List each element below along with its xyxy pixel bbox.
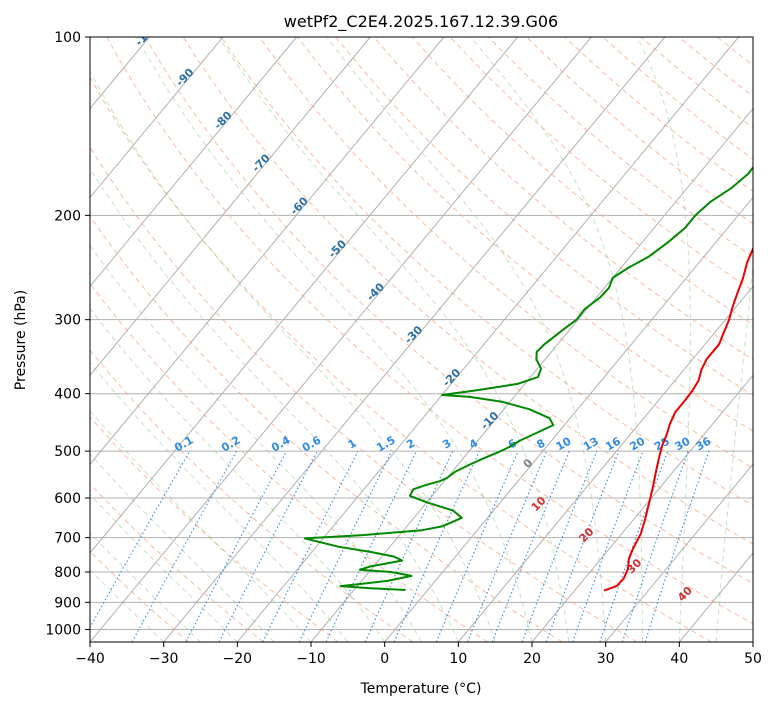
dry-adiabat bbox=[90, 282, 488, 642]
y-tick-label: 200 bbox=[54, 208, 81, 224]
isotherm-gridline bbox=[90, 37, 519, 554]
y-tick-label: 500 bbox=[54, 444, 81, 460]
temperature-profile-line bbox=[603, 246, 753, 592]
y-tick-label: 900 bbox=[54, 595, 81, 611]
axes-layer: −40 −30 −20 −10 0 10 20 30 40 50 100 200 300 400 500 60… bbox=[45, 30, 762, 667]
series-layer bbox=[303, 165, 753, 592]
dry-adiabat bbox=[90, 550, 190, 642]
dry-adiabat bbox=[220, 37, 753, 507]
isotherm-gridline bbox=[0, 37, 76, 642]
x-tick-label: −40 bbox=[75, 651, 105, 667]
y-axis-title: Pressure (hPa) bbox=[13, 290, 29, 390]
dewpoint-profile-line bbox=[303, 165, 753, 591]
y-tick-label: 1000 bbox=[45, 622, 81, 638]
y-tick-label: 400 bbox=[54, 387, 81, 403]
mixing-ratio-line bbox=[185, 450, 288, 642]
y-tick-label: 600 bbox=[54, 491, 81, 507]
isotherm-gridline bbox=[752, 641, 753, 642]
dry-adiabat bbox=[90, 146, 638, 642]
mixing-ratio-line bbox=[131, 450, 238, 642]
mixing-ratio-line bbox=[644, 450, 710, 642]
chart-title: wetPf2_C2E4.2025.167.12.39.G06 bbox=[284, 12, 558, 32]
x-tick-label: 30 bbox=[597, 651, 615, 667]
dry-adiabat bbox=[144, 37, 753, 585]
mixing-ratio-line bbox=[393, 450, 480, 642]
dry-adiabat bbox=[756, 37, 775, 642]
y-tick-label: 100 bbox=[54, 30, 81, 46]
dry-adiabat bbox=[297, 37, 753, 432]
isotherm-gridline bbox=[90, 37, 592, 642]
isotherm-gridline bbox=[0, 37, 2, 642]
mixing-ratio-line bbox=[466, 450, 548, 642]
mixing-ratio-line bbox=[435, 450, 519, 642]
x-tick-label: −20 bbox=[223, 651, 253, 667]
isotherm-gridline bbox=[90, 37, 224, 199]
dry-adiabat-label: -100 bbox=[132, 20, 161, 49]
isotherm-gridline bbox=[90, 37, 298, 288]
mixing-ratio-line bbox=[621, 450, 689, 642]
moist-adiabat bbox=[326, 37, 607, 642]
y-tick-label: 300 bbox=[54, 313, 81, 329]
mixing-ratio-line bbox=[545, 450, 620, 642]
plot-area bbox=[90, 37, 753, 642]
isotherm-gridline bbox=[163, 37, 666, 642]
isotherm-gridline bbox=[236, 37, 740, 642]
moist-adiabat bbox=[136, 37, 533, 642]
x-tick-label: 0 bbox=[380, 651, 389, 667]
moist-adiabat bbox=[218, 37, 570, 642]
dry-adiabat bbox=[411, 37, 753, 326]
isotherm-gridline bbox=[90, 37, 445, 465]
y-tick-label: 700 bbox=[54, 531, 81, 547]
dry-adiabat bbox=[90, 483, 264, 642]
mixing-ratio-line bbox=[491, 450, 570, 642]
x-tick-label: −30 bbox=[149, 651, 179, 667]
x-tick-label: 10 bbox=[449, 651, 467, 667]
dry-adiabat bbox=[335, 37, 753, 396]
x-tick-label: 20 bbox=[523, 651, 541, 667]
moist-adiabat bbox=[90, 167, 459, 642]
moist-adiabat bbox=[90, 361, 349, 642]
dry-adiabat bbox=[182, 37, 753, 545]
dry-adiabat bbox=[90, 76, 712, 642]
x-axis-title: Temperature (°C) bbox=[360, 681, 482, 697]
moist-adiabat bbox=[90, 244, 422, 642]
moist-adiabat bbox=[752, 637, 753, 642]
mixing-ratio-line bbox=[262, 450, 359, 642]
mixing-ratio-line bbox=[572, 450, 644, 642]
moist-adiabat bbox=[90, 453, 275, 642]
isotherm-gridline bbox=[605, 463, 753, 642]
moist-adiabat bbox=[470, 37, 643, 642]
dry-adiabat bbox=[90, 215, 563, 642]
moist-adiabat bbox=[636, 37, 691, 642]
mixing-ratio-line bbox=[90, 450, 191, 629]
isotherm-gridline bbox=[457, 285, 753, 642]
y-tick-label: 800 bbox=[54, 565, 81, 581]
moist-adiabat bbox=[90, 409, 312, 642]
isotherm-gridline bbox=[90, 37, 371, 377]
plot-frame bbox=[89, 36, 754, 643]
x-tick-label: 50 bbox=[744, 651, 762, 667]
isotherm-gridline bbox=[384, 196, 753, 642]
x-tick-label: −10 bbox=[296, 651, 326, 667]
mixing-ratio-line bbox=[521, 450, 598, 642]
moist-adiabat bbox=[715, 260, 753, 642]
isotherm-gridline bbox=[531, 374, 753, 642]
x-tick-label: 40 bbox=[670, 651, 688, 667]
